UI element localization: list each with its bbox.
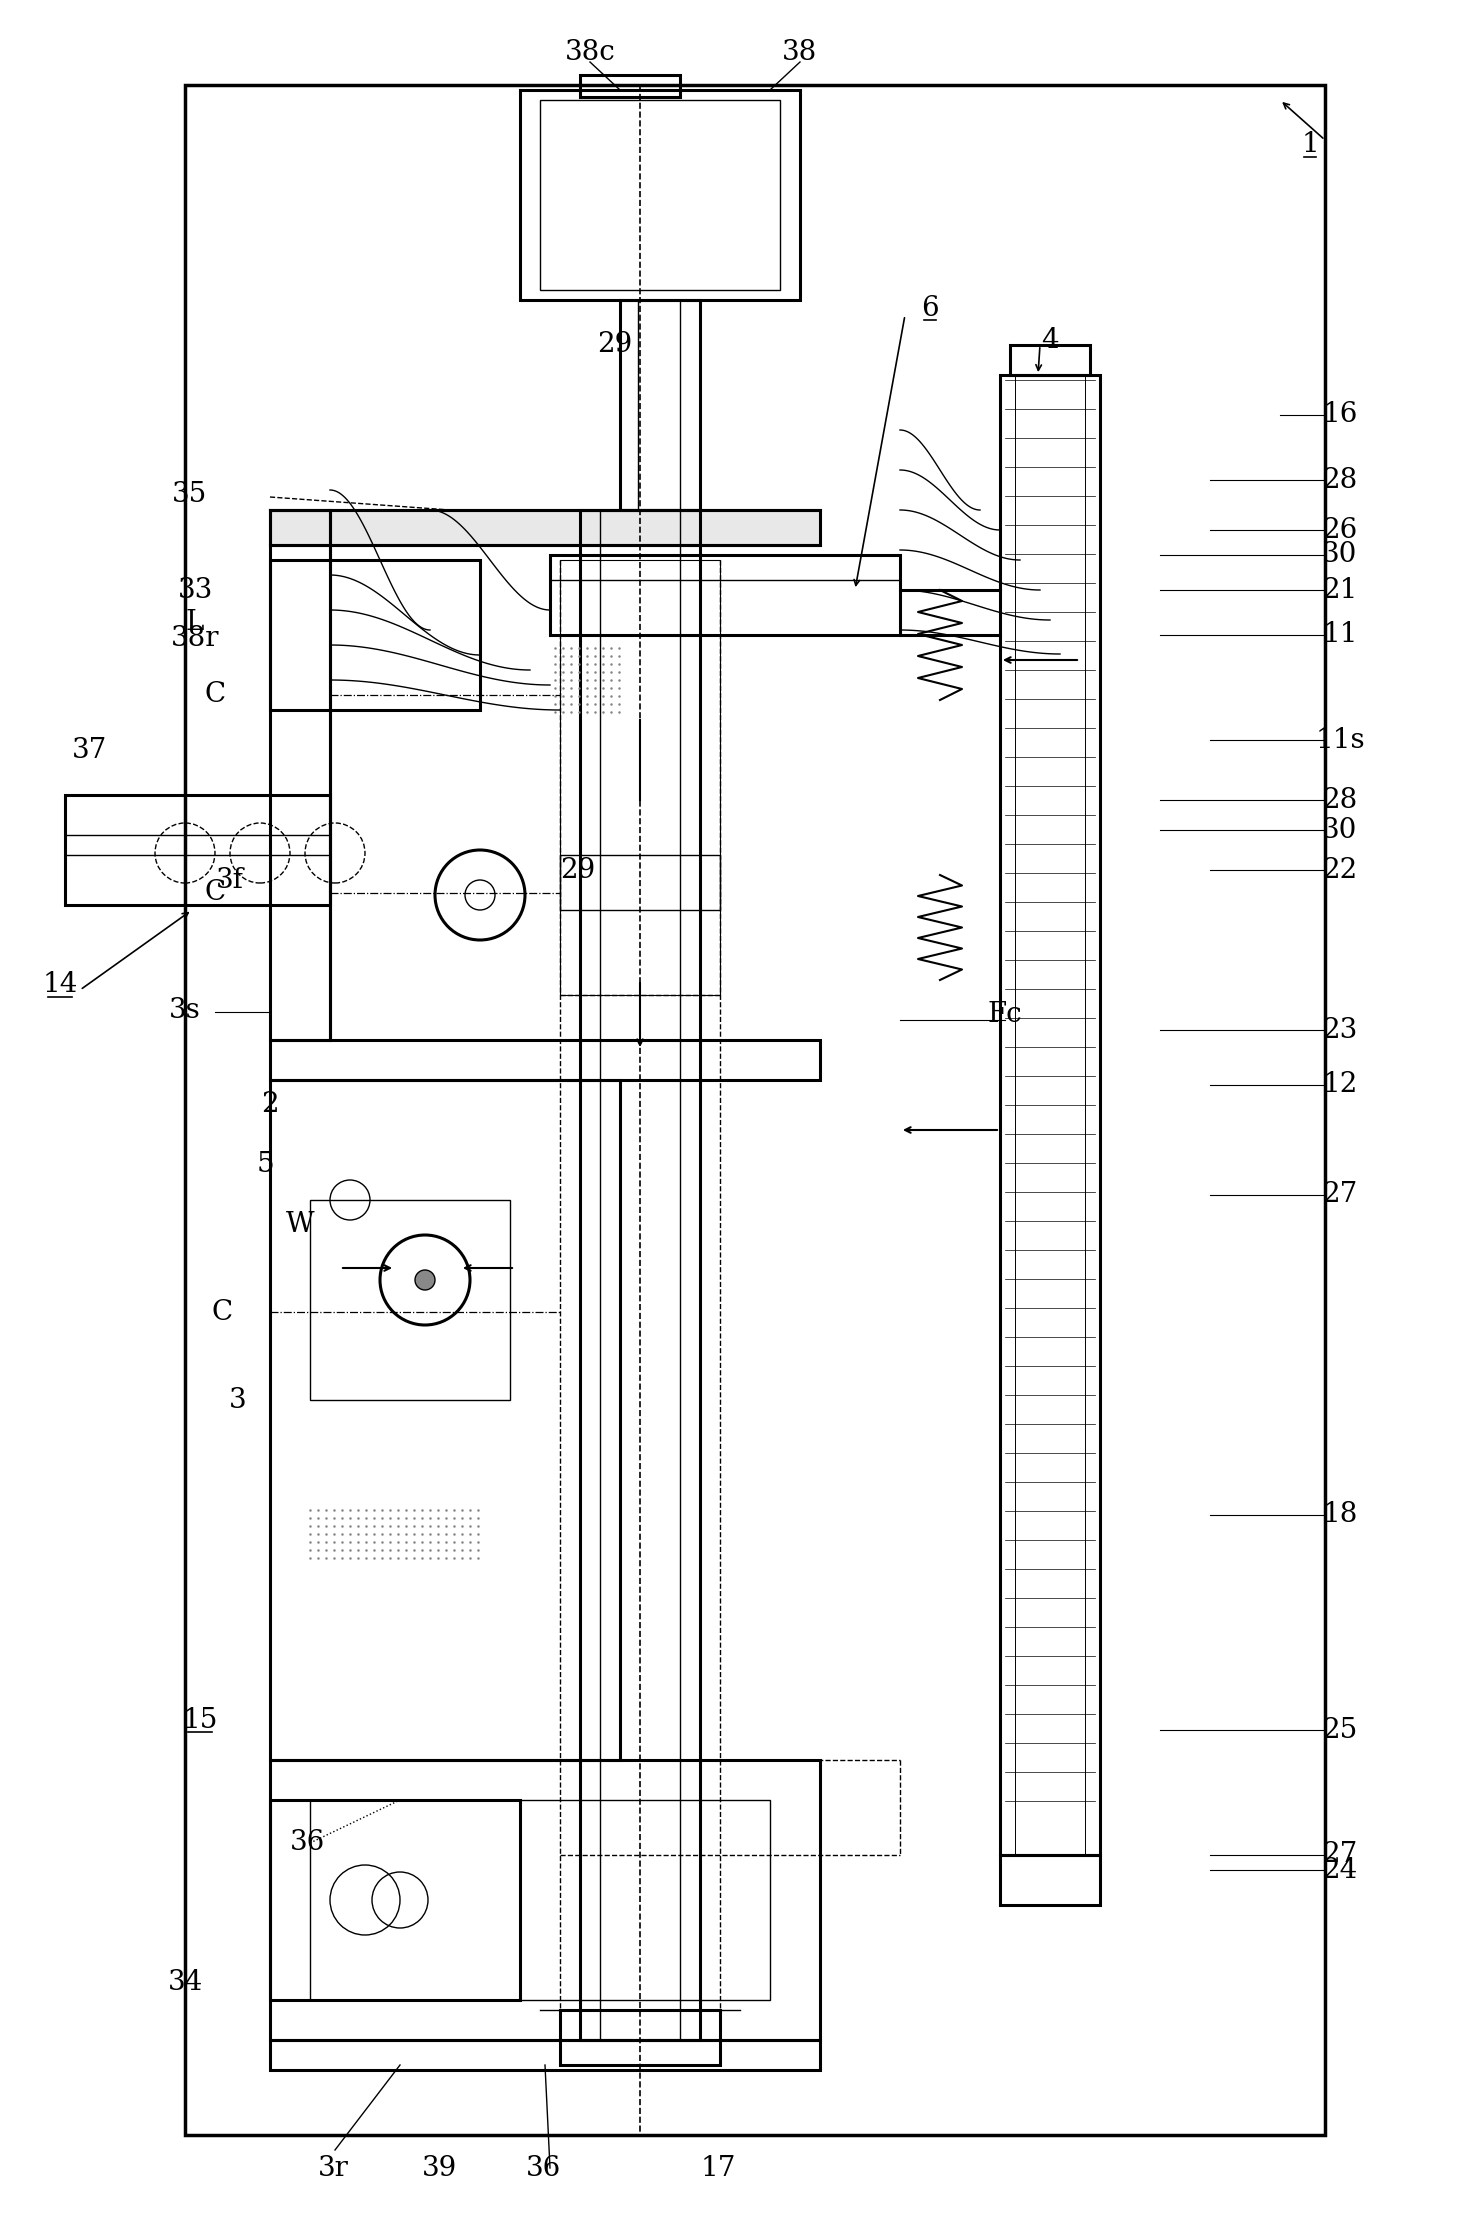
Bar: [270, 510, 329, 1040]
Text: 18: 18: [1323, 1502, 1358, 1528]
Text: 3: 3: [229, 1386, 246, 1413]
Bar: [559, 559, 720, 996]
Text: 17: 17: [701, 2154, 736, 2183]
Text: 25: 25: [1323, 1717, 1358, 1743]
Text: 21: 21: [1323, 577, 1358, 603]
Text: C: C: [204, 681, 226, 708]
Bar: [1010, 346, 1090, 375]
Text: 38: 38: [782, 38, 817, 67]
Bar: [270, 510, 820, 546]
Text: 30: 30: [1323, 541, 1358, 568]
Text: 38c: 38c: [565, 38, 615, 67]
Bar: [541, 100, 779, 291]
Text: 1: 1: [1301, 131, 1319, 157]
Bar: [270, 559, 479, 710]
Text: 6: 6: [921, 295, 938, 322]
Text: 27: 27: [1323, 1182, 1358, 1209]
Text: 3s: 3s: [169, 996, 201, 1022]
Text: 28: 28: [1323, 466, 1358, 492]
Bar: [559, 854, 720, 909]
Text: 39: 39: [423, 2154, 457, 2183]
Text: L: L: [186, 608, 204, 637]
Text: 3f: 3f: [216, 867, 243, 894]
Text: 35: 35: [172, 481, 208, 508]
Text: 29: 29: [597, 330, 632, 359]
Bar: [1000, 375, 1100, 1854]
Bar: [520, 91, 800, 299]
Bar: [270, 1080, 621, 1761]
Text: W: W: [286, 1211, 315, 1238]
Text: 5: 5: [256, 1151, 274, 1178]
Bar: [580, 510, 699, 2041]
Text: 16: 16: [1323, 401, 1358, 428]
Text: 34: 34: [168, 1970, 203, 1996]
Text: 36: 36: [290, 1830, 325, 1856]
Bar: [270, 1040, 820, 1080]
Text: 14: 14: [42, 971, 77, 998]
Bar: [621, 299, 699, 510]
Text: 3r: 3r: [318, 2154, 348, 2183]
Text: 2: 2: [261, 1091, 278, 1118]
Bar: [270, 1801, 520, 2001]
Text: C: C: [204, 881, 226, 907]
Text: 4: 4: [1042, 326, 1059, 353]
Text: 30: 30: [1323, 816, 1358, 843]
Bar: [270, 2041, 820, 2069]
Bar: [270, 1761, 820, 2041]
Text: 24: 24: [1323, 1856, 1358, 1883]
Bar: [310, 1801, 769, 2001]
Bar: [580, 75, 680, 98]
Text: 12: 12: [1323, 1071, 1358, 1098]
Text: 36: 36: [526, 2154, 561, 2183]
Text: 38r: 38r: [170, 625, 219, 652]
Bar: [559, 2010, 720, 2065]
Text: 26: 26: [1323, 517, 1358, 543]
Text: 22: 22: [1323, 856, 1358, 883]
Circle shape: [415, 1271, 436, 1291]
Bar: [185, 84, 1324, 2136]
Bar: [549, 554, 900, 634]
Text: 15: 15: [182, 1706, 217, 1734]
Text: 37: 37: [73, 736, 108, 763]
Bar: [66, 794, 329, 905]
Text: 11: 11: [1323, 621, 1358, 648]
Text: C: C: [211, 1298, 233, 1326]
Text: 29: 29: [561, 856, 596, 883]
Text: 28: 28: [1323, 787, 1358, 814]
Text: 23: 23: [1323, 1016, 1358, 1042]
Text: 11s: 11s: [1316, 728, 1365, 754]
Text: Fc: Fc: [988, 1003, 1023, 1029]
Text: 33: 33: [178, 577, 213, 603]
Text: 27: 27: [1323, 1841, 1358, 1868]
Bar: [1000, 1854, 1100, 1905]
Bar: [310, 1200, 510, 1400]
